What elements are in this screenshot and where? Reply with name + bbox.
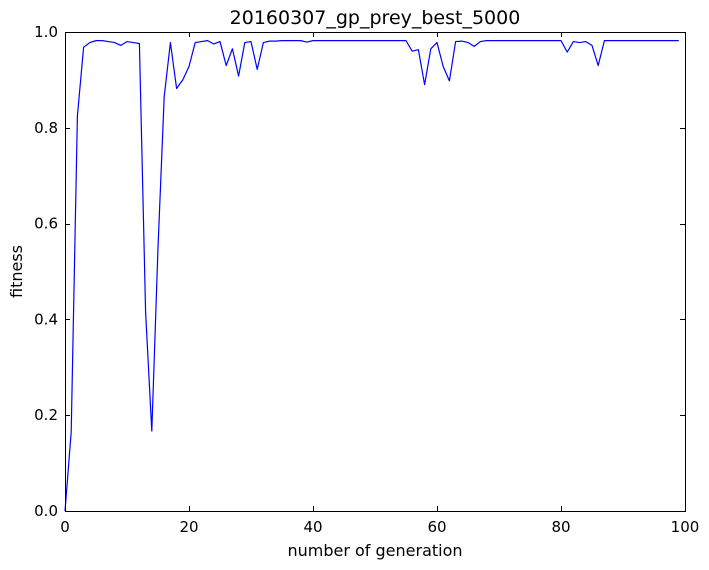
x-tick-label: 40 — [303, 518, 322, 536]
y-tick-label: 0.4 — [34, 310, 58, 328]
x-tick-label: 100 — [671, 518, 700, 536]
y-tick-label: 0.8 — [34, 119, 58, 137]
axis-ticks: 0 20 40 60 80 100 0.0 0.2 0.4 0.6 0.8 1.0 — [34, 23, 699, 536]
x-tick-label: 0 — [60, 518, 70, 536]
series-line — [64, 40, 679, 512]
plot-frame — [65, 32, 686, 512]
chart-title: 20160307_gp_prey_best_5000 — [230, 7, 521, 29]
y-axis-label: fitness — [7, 245, 26, 298]
x-axis-label: number of generation — [287, 541, 462, 560]
series-lines — [64, 40, 679, 512]
x-tick-label: 20 — [179, 518, 198, 536]
x-tick-label: 60 — [427, 518, 446, 536]
y-tick-label: 1.0 — [34, 23, 58, 41]
y-tick-label: 0.2 — [34, 406, 58, 424]
y-tick-label: 0.0 — [34, 502, 58, 520]
y-tick-label: 0.6 — [34, 215, 58, 233]
x-tick-label: 80 — [551, 518, 570, 536]
